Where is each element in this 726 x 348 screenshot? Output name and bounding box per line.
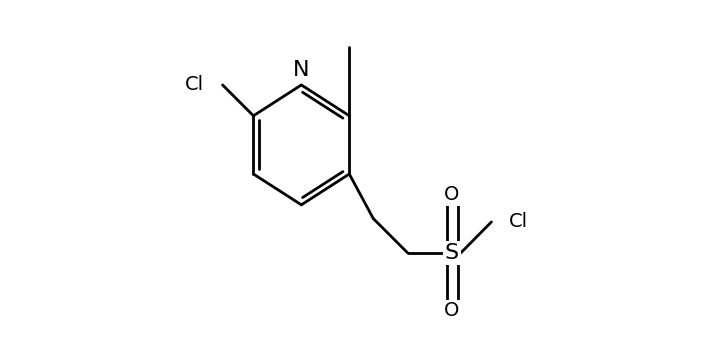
Text: Cl: Cl [184, 76, 204, 94]
Text: O: O [444, 301, 460, 321]
Text: O: O [444, 185, 460, 204]
Text: N: N [293, 60, 309, 80]
Text: Cl: Cl [508, 212, 528, 231]
Text: S: S [445, 243, 459, 263]
